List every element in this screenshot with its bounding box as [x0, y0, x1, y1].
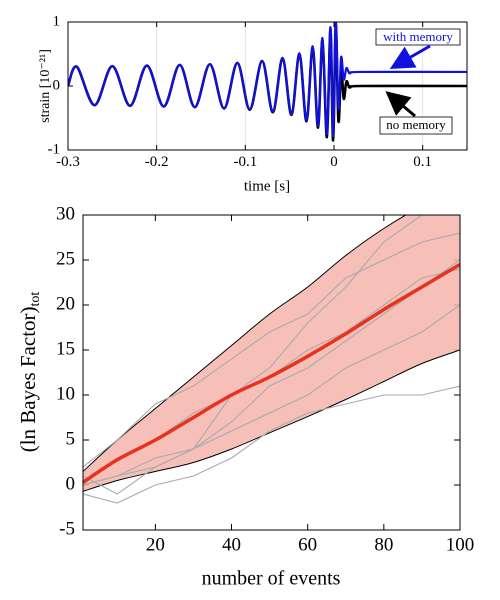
x-tick-label: 60 — [298, 535, 317, 556]
y-tick-label: 0 — [53, 77, 61, 93]
annotation-box — [375, 28, 461, 46]
y-axis-label: strain [10⁻²¹] — [38, 49, 53, 123]
trial-line — [83, 232, 460, 468]
annotation-with-memory: with memory — [383, 29, 453, 44]
y-tick-label: -5 — [59, 518, 75, 539]
y-axis-label-main: (ln Bayes Factor) — [16, 306, 40, 452]
y-tick-label: -1 — [48, 141, 61, 157]
x-tick-label: 0 — [330, 154, 338, 170]
plot-frame — [67, 21, 468, 151]
x-axis-label: number of events — [202, 568, 341, 590]
x-tick-label: -0.1 — [233, 154, 257, 170]
x-axis-label: time [s] — [244, 178, 290, 194]
annotation-no-memory: no memory — [386, 117, 446, 132]
x-tick-label: 40 — [222, 535, 241, 556]
y-tick-label: 25 — [56, 248, 75, 269]
annotation-arrow — [389, 44, 431, 69]
y-axis-label-subscript: tot — [28, 292, 43, 307]
annotations: with memory no memory — [375, 28, 461, 135]
x-tick-label: -0.2 — [145, 154, 169, 170]
confidence-band — [83, 215, 460, 492]
x-tick-label: 80 — [374, 535, 393, 556]
x-tick-label: -0.3 — [56, 154, 80, 170]
trial-line — [83, 259, 460, 495]
y-tick-label: 15 — [56, 338, 75, 359]
waveform-line — [68, 22, 467, 138]
x-tick-label: 20 — [146, 535, 165, 556]
x-tick-label: 0.1 — [413, 154, 432, 170]
y-axis-label: (ln Bayes Factor)tot — [16, 292, 43, 453]
x-tick-label: 100 — [446, 535, 475, 556]
mean-line — [83, 262, 460, 484]
y-tick-label: 10 — [56, 383, 75, 404]
annotation-arrow — [385, 91, 416, 118]
y-tick-label: 30 — [56, 203, 75, 224]
y-tick-label: 20 — [56, 293, 75, 314]
trial-line — [83, 385, 460, 504]
annotation-box — [379, 116, 453, 135]
trial-line — [83, 215, 425, 486]
trial-line — [83, 304, 460, 486]
plot-frame — [82, 214, 461, 531]
y-tick-label: 5 — [66, 428, 76, 449]
y-tick-label: 1 — [53, 13, 61, 29]
y-tick-label: 0 — [66, 473, 76, 494]
